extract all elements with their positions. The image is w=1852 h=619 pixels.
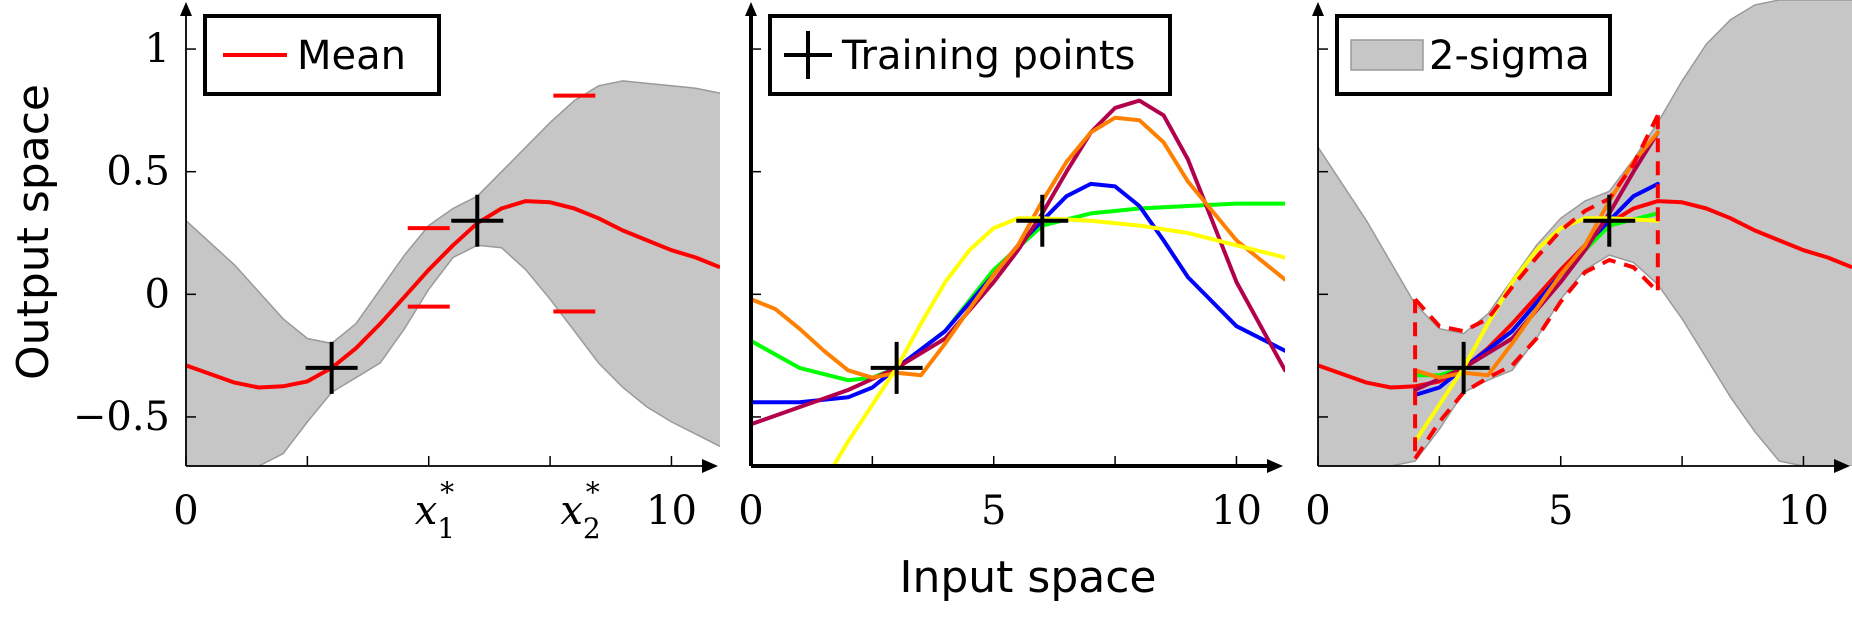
y-tick-label: −0.5 bbox=[73, 394, 170, 440]
band-lower-edge bbox=[1318, 254, 1852, 466]
sample-line-5 bbox=[831, 216, 1285, 466]
x-special-tick-subscript: 1 bbox=[437, 512, 455, 545]
y-axis-arrow bbox=[745, 2, 757, 16]
legend-label: Training points bbox=[841, 33, 1135, 79]
x-tick-label: 10 bbox=[646, 488, 697, 534]
y-tick-label: 0.5 bbox=[106, 149, 170, 195]
uncertainty-band bbox=[1318, 0, 1852, 466]
x-axis-arrow bbox=[1834, 459, 1850, 473]
band-upper-edge bbox=[1318, 0, 1852, 335]
uncertainty-band bbox=[186, 80, 720, 466]
x-tick-label: 5 bbox=[1548, 488, 1573, 534]
mean-line bbox=[186, 199, 720, 390]
x-axis-arrow bbox=[1267, 459, 1283, 473]
y-axis-title: Output space bbox=[8, 84, 59, 380]
y-tick-label: 1 bbox=[145, 26, 170, 72]
conditioned-band-lower bbox=[1413, 257, 1660, 460]
band-lower-edge bbox=[186, 244, 720, 466]
x-axis-title: Input space bbox=[900, 552, 1157, 603]
sample-line-1 bbox=[751, 201, 1285, 383]
x-special-tick-star: * bbox=[586, 476, 600, 509]
y-axis-arrow bbox=[1312, 2, 1324, 16]
x-special-tick-label: x2* bbox=[560, 476, 600, 545]
x-special-tick-star: * bbox=[440, 476, 454, 509]
sample-line-3 bbox=[1413, 130, 1660, 392]
legend-label: 2-sigma bbox=[1429, 33, 1590, 79]
sample-line-4 bbox=[751, 115, 1285, 380]
plot-area bbox=[186, 80, 720, 466]
x-tick-label: 0 bbox=[1305, 488, 1330, 534]
y-tick-label: 0 bbox=[145, 271, 170, 317]
x-tick-label: 10 bbox=[1778, 488, 1829, 534]
plot-area bbox=[1318, 0, 1852, 466]
x-special-tick-subscript: 2 bbox=[583, 512, 601, 545]
x-tick-label: 10 bbox=[1211, 488, 1262, 534]
conditioned-band-upper bbox=[1413, 114, 1660, 334]
sample-line-5 bbox=[1413, 216, 1660, 444]
x-axis-arrow bbox=[702, 459, 718, 473]
legend-box bbox=[1335, 14, 1612, 96]
x-special-tick-label: x1* bbox=[415, 476, 455, 545]
panel-two-sigma: 0 5 10 2-sigma bbox=[1305, 0, 1852, 534]
plot-area bbox=[751, 98, 1285, 466]
legend-box bbox=[768, 14, 1172, 96]
x-tick-label: 5 bbox=[981, 488, 1006, 534]
x-tick-label: 0 bbox=[173, 488, 198, 534]
y-axis-arrow bbox=[180, 2, 192, 16]
panel-samples: 0 5 10 Training points bbox=[738, 2, 1285, 534]
legend-swatch-area bbox=[1350, 39, 1424, 71]
legend-label: Mean bbox=[297, 33, 406, 79]
x-tick-label: 0 bbox=[738, 488, 763, 534]
